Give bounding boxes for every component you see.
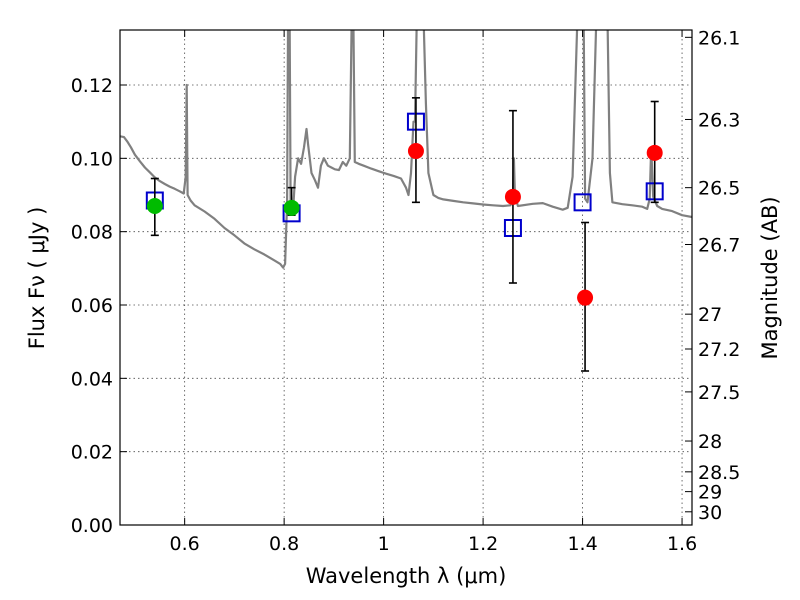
model-spectrum-line [120,30,692,269]
x-tick-label: 1.6 [667,533,697,555]
y2-tick-label: 27.5 [698,382,740,404]
y2-tick-label: 29 [698,482,722,504]
measurement-point [504,188,521,205]
y2-tick-label: 27.2 [698,339,740,361]
y-tick-label: 0.00 [71,515,113,537]
measurement-point [577,289,594,306]
plot-area [120,30,692,372]
y-tick-label: 0.04 [71,368,113,390]
measurement-point [646,144,663,161]
x-tick-label: 1 [378,533,390,555]
axis-ticks: 0.6 0.8 1 1.2 1.4 1.6 0.00 0.02 0.04 0.06 0.08 0.10… [71,27,741,555]
y2-tick-label: 26.7 [698,235,740,257]
x-tick-label: 1.2 [468,533,498,555]
y-tick-label: 0.08 [71,222,113,244]
y-tick-label: 0.06 [71,295,113,317]
detection-point [283,199,300,216]
grid-lines [120,30,692,526]
y-tick-label: 0.02 [71,442,113,464]
y2-tick-label: 26.3 [698,109,740,131]
detection-point [146,198,163,214]
y2-tick-label: 28 [698,431,722,453]
y-axis-label: Flux Fν ( μJy ) [25,207,49,350]
model-photometry-square [573,193,592,212]
y2-tick-label: 26.5 [698,178,740,200]
x-tick-label: 1.4 [567,533,597,555]
y2-tick-label: 30 [698,502,722,524]
x-tick-label: 0.6 [170,533,200,555]
x-tick-label: 0.8 [269,533,299,555]
y-tick-label: 0.10 [71,148,113,170]
x-axis-label: Wavelength λ (μm) [306,564,507,588]
measurement-point [407,143,424,159]
plot-frame [119,29,693,526]
y2-tick-label: 27 [698,304,722,326]
y2-tick-label: 26.1 [698,27,740,49]
y-tick-label: 0.12 [71,75,113,97]
y2-tick-label: 28.5 [698,462,740,484]
y2-axis-label: Magnitude (AB) [758,196,782,359]
